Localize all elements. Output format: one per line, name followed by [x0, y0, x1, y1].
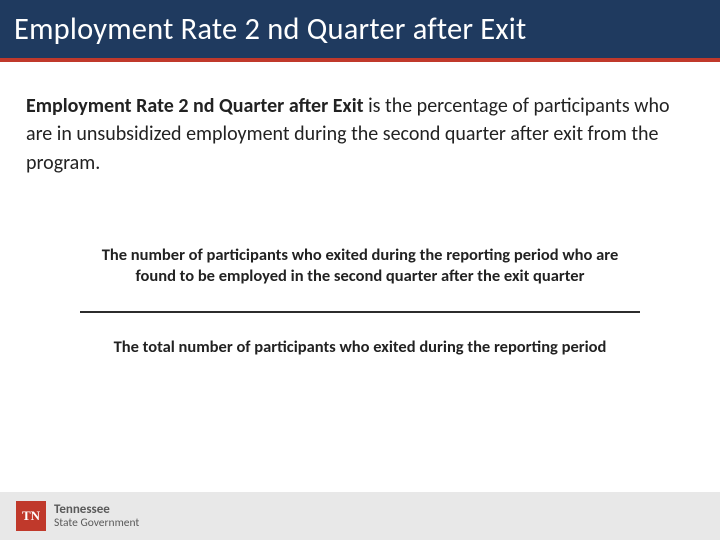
page-title: Employment Rate 2 nd Quarter after Exit	[14, 11, 526, 48]
fraction-block: The number of participants who exited du…	[26, 245, 694, 358]
fraction-denominator: The total number of participants who exi…	[66, 337, 654, 358]
tn-logo: TN	[16, 501, 46, 531]
footer-text: Tennessee State Government	[54, 503, 139, 529]
footer-bar: TN Tennessee State Government	[0, 492, 720, 540]
header-bar: Employment Rate 2 nd Quarter after Exit	[0, 0, 720, 62]
footer-line1: Tennessee	[54, 503, 139, 517]
definition-text: Employment Rate 2 nd Quarter after Exit …	[26, 92, 694, 177]
tn-logo-text: TN	[22, 508, 40, 524]
fraction-numerator: The number of participants who exited du…	[66, 245, 654, 287]
content-area: Employment Rate 2 nd Quarter after Exit …	[0, 62, 720, 359]
fraction-line	[80, 311, 640, 313]
definition-bold-term: Employment Rate 2 nd Quarter after Exit	[26, 94, 364, 118]
footer-line2: State Government	[54, 517, 139, 529]
